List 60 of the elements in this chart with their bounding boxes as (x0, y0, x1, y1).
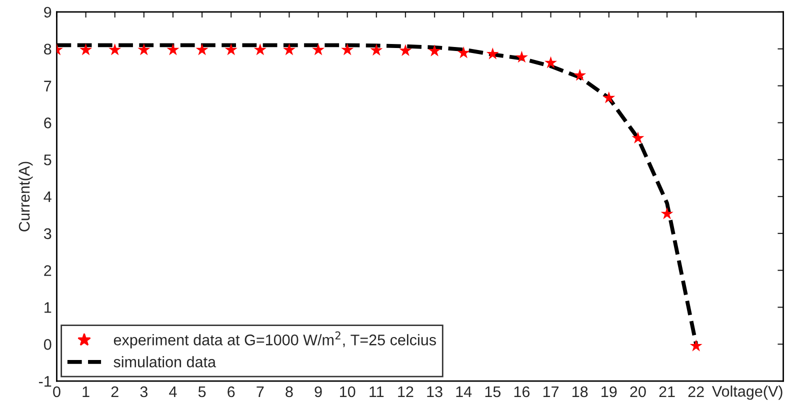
x-tick-label: 17 (543, 386, 559, 398)
point (660, 207, 674, 220)
point (457, 46, 470, 58)
point (108, 43, 122, 56)
y-tick-label: 7 (44, 80, 52, 92)
point (632, 132, 644, 144)
legend-label: experiment data at G=1000 W/m$^{2}$, T=25 celcius (114, 331, 436, 348)
point (312, 43, 325, 56)
point (341, 43, 354, 56)
x-tick-label: 19 (602, 386, 617, 398)
x-tick-label: 18 (572, 386, 588, 398)
point (602, 91, 616, 104)
point (544, 56, 558, 68)
x-tick-label: 13 (427, 386, 442, 398)
y-axis-title: Current(A) (18, 162, 33, 232)
x-tick-label: 4 (169, 386, 177, 398)
point (196, 43, 208, 56)
x-tick-label: 22 (688, 386, 704, 398)
x-tick-label: 14 (456, 386, 472, 398)
point (254, 43, 266, 56)
x-tick-label: 9 (314, 386, 322, 398)
x-tick-label: 21 (659, 386, 675, 398)
point (690, 339, 702, 352)
x-tick-label: 10 (340, 386, 356, 398)
point (574, 68, 586, 81)
x-tick-label: 5 (198, 386, 206, 398)
point (428, 44, 441, 56)
point (80, 43, 92, 56)
y-tick-label: 4 (44, 192, 52, 202)
y-tick-label: 3 (44, 228, 52, 240)
x-tick-label: 12 (398, 386, 414, 398)
x-tick-label: 0 (53, 386, 60, 398)
point (515, 50, 528, 63)
x-tick-label: 8 (286, 386, 293, 398)
point (282, 43, 296, 56)
point (166, 43, 180, 56)
y-tick-label: 2 (44, 265, 52, 276)
x-tick-label: 16 (514, 386, 530, 398)
point (138, 43, 150, 56)
point (370, 44, 383, 56)
x-tick-label: 3 (140, 386, 148, 398)
y-tick-label: 6 (44, 118, 52, 128)
x-tick-label: 1 (82, 386, 90, 398)
y-tick-label: -1 (38, 376, 52, 387)
x-tick-label: 2 (111, 386, 118, 398)
point (486, 47, 499, 60)
x-axis-title: Voltage(V) (712, 386, 782, 400)
y-tick-label: 0 (44, 339, 52, 350)
x-tick-label: 15 (485, 386, 501, 398)
y-tick-label: 5 (44, 154, 52, 166)
y-tick-label: 1 (44, 302, 52, 313)
point (224, 43, 238, 56)
x-tick-label: 7 (256, 386, 264, 398)
x-tick-label: 20 (630, 386, 646, 398)
x-tick-label: 11 (370, 386, 384, 398)
y-tick-label: 9 (44, 6, 52, 18)
x-tick-label: 6 (228, 386, 235, 398)
y-tick-label: 8 (44, 44, 52, 55)
legend-label: simulation data (114, 356, 216, 368)
point (399, 44, 412, 56)
